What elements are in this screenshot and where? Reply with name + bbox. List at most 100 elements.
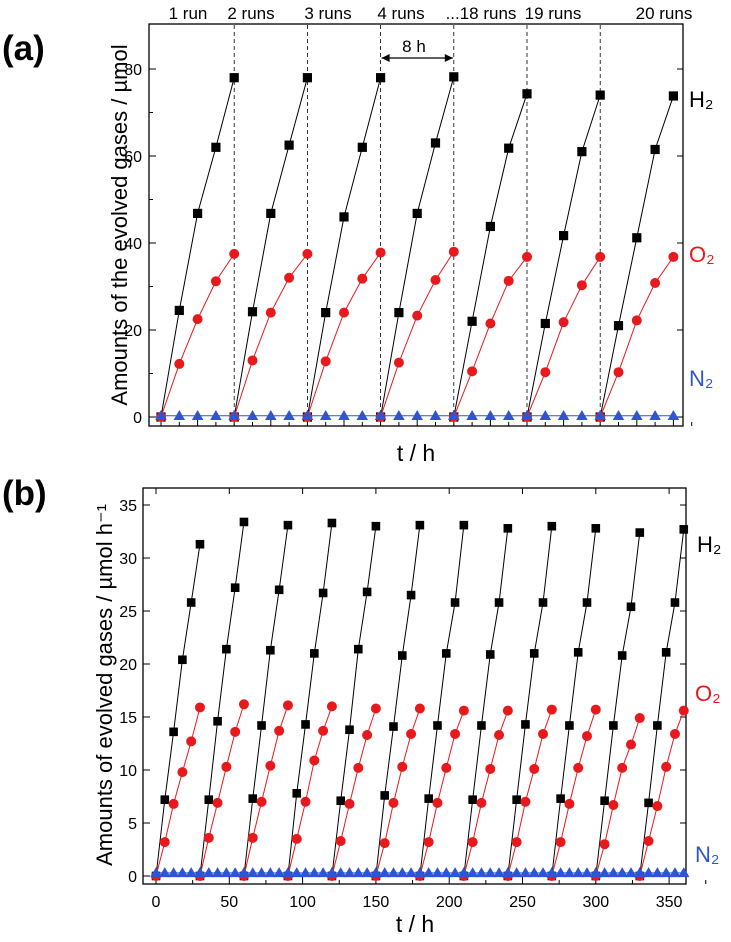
data-point-square (450, 598, 460, 607)
data-point-square (178, 655, 187, 665)
data-point-triangle (273, 867, 285, 878)
data-point-triangle (185, 867, 197, 878)
data-point-square (266, 645, 275, 655)
data-point-circle (652, 801, 663, 812)
data-point-circle (511, 837, 522, 848)
panel-a: (a) t / h Amounts of the evolved gases /… (2, 4, 715, 466)
data-point-circle (546, 704, 557, 715)
y-tick-label: 25 (119, 604, 137, 621)
data-point-square (424, 794, 433, 803)
data-point-triangle (203, 867, 215, 878)
data-point-circle (282, 700, 293, 711)
data-point-triangle (458, 867, 470, 878)
data-point-triangle (155, 409, 167, 421)
panel-a-run-labels: 1 run 2 runs 3 runs 4 runs ...18 runs 19 runs… (169, 4, 693, 23)
data-point-triangle (167, 867, 180, 878)
data-point-square (670, 598, 680, 607)
data-point-circle (247, 832, 258, 843)
data-point-triangle (173, 409, 186, 421)
data-point-circle (608, 799, 619, 810)
data-point-circle (494, 730, 505, 741)
run-label: 2 runs (227, 4, 274, 23)
data-point-square (336, 796, 346, 806)
data-point-circle (393, 357, 404, 368)
data-point-circle (485, 318, 496, 329)
data-point-square (339, 212, 349, 222)
data-point-square (485, 650, 495, 659)
series-line-circle (155, 707, 201, 877)
data-point-circle (538, 728, 549, 739)
data-point-circle (582, 731, 593, 742)
series-line-square (507, 526, 553, 877)
data-point-square (394, 308, 404, 318)
interval-arrow-head-left (381, 54, 390, 62)
data-point-triangle (422, 867, 435, 878)
run-label: 4 runs (377, 4, 424, 23)
data-point-circle (320, 356, 331, 367)
data-point-circle (668, 251, 679, 262)
data-point-circle (238, 699, 249, 710)
data-point-circle (650, 278, 661, 289)
data-point-triangle (667, 409, 680, 421)
data-point-triangle (537, 867, 549, 878)
data-point-triangle (326, 867, 338, 878)
y-tick-label: 20 (124, 323, 142, 340)
data-point-circle (678, 705, 689, 716)
data-point-square (626, 602, 636, 612)
data-point-circle (503, 275, 514, 286)
data-point-square (503, 524, 513, 533)
data-point-circle (229, 248, 240, 259)
panel-a-series-labels: H₂ O₂ N₂ (689, 87, 715, 391)
panel-b-x-axis-label: t / h (396, 911, 434, 937)
data-point-circle (210, 276, 221, 287)
data-point-square (512, 795, 521, 804)
data-point-circle (485, 763, 496, 774)
data-point-triangle (356, 409, 369, 421)
data-point-square (617, 651, 627, 660)
run-label: 1 run (169, 4, 208, 23)
data-point-square (186, 598, 196, 607)
x-tick-label: 100 (289, 894, 316, 911)
data-point-square (477, 721, 486, 730)
data-point-square (600, 796, 609, 806)
data-point-triangle (649, 409, 661, 421)
series-line-square (243, 525, 289, 877)
data-point-square (357, 142, 367, 152)
data-point-circle (590, 704, 601, 715)
data-point-circle (661, 761, 672, 772)
data-point-square (556, 794, 565, 803)
data-point-square (609, 721, 618, 730)
data-point-square (540, 318, 550, 329)
data-point-triangle (247, 867, 259, 878)
data-point-triangle (616, 867, 628, 878)
interval-arrow-head-right (444, 54, 453, 62)
data-point-triangle (194, 867, 206, 878)
data-point-circle (412, 310, 423, 321)
data-point-circle (284, 272, 295, 283)
panel-b-y-axis-label: Amounts of evolved gases / µmol h⁻¹ (92, 504, 117, 866)
data-point-square (433, 721, 442, 730)
data-point-square (345, 725, 354, 735)
series-line-circle (599, 256, 674, 418)
data-point-triangle (159, 867, 171, 878)
series-line-square (551, 528, 597, 877)
data-point-square (169, 727, 178, 737)
series-label: H₂ (689, 87, 713, 112)
data-point-circle (291, 833, 302, 844)
data-point-square (529, 649, 539, 658)
data-point-circle (441, 762, 452, 773)
data-point-triangle (414, 867, 426, 878)
data-point-square (266, 208, 276, 219)
data-point-circle (450, 728, 461, 739)
series-line-square (639, 529, 685, 877)
data-point-triangle (554, 867, 567, 878)
data-point-triangle (374, 409, 387, 421)
data-point-square (504, 143, 514, 153)
data-point-triangle (191, 409, 204, 421)
data-point-triangle (557, 409, 570, 421)
data-point-square (376, 73, 386, 83)
y-tick-label: 0 (128, 869, 137, 886)
data-point-square (354, 644, 363, 654)
data-point-circle (302, 248, 313, 259)
data-point-square (522, 89, 532, 99)
